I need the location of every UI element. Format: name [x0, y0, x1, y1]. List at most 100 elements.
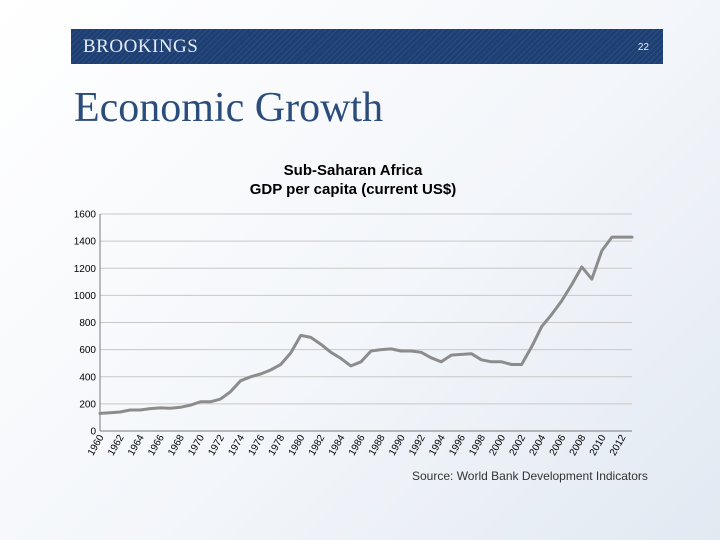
data-point — [480, 358, 483, 361]
x-tick-label: 2006 — [548, 433, 569, 458]
x-tick-label: 1986 — [347, 433, 368, 458]
data-point — [570, 283, 573, 286]
data-point — [309, 336, 312, 339]
x-tick-label: 1978 — [267, 433, 288, 458]
data-point — [159, 407, 162, 409]
data-point — [249, 375, 252, 378]
data-point — [229, 390, 232, 393]
data-point — [390, 348, 392, 350]
y-tick-label: 1600 — [74, 210, 97, 221]
data-point — [259, 373, 262, 375]
source-note: Source: World Bank Development Indicator… — [412, 469, 648, 483]
data-point — [520, 363, 523, 366]
x-tick-label: 1984 — [327, 433, 348, 458]
data-point — [490, 361, 493, 363]
data-point — [560, 300, 563, 302]
data-point — [179, 406, 182, 409]
chart-title: Sub-Saharan Africa — [283, 162, 423, 179]
data-point — [219, 398, 222, 400]
data-point — [299, 334, 302, 337]
data-point — [621, 236, 623, 238]
x-tick-label: 1980 — [287, 433, 308, 458]
data-point — [510, 363, 513, 366]
y-tick-label: 1000 — [74, 291, 97, 302]
y-tick-label: 600 — [79, 345, 96, 356]
data-point — [360, 361, 362, 363]
x-tick-label: 1966 — [146, 433, 167, 458]
x-tick-label: 2010 — [588, 433, 609, 458]
x-tick-label: 2000 — [487, 433, 508, 458]
y-tick-label: 200 — [79, 399, 96, 410]
data-point — [591, 278, 593, 280]
data-point — [289, 352, 292, 354]
data-point — [279, 363, 282, 366]
data-point — [239, 380, 242, 382]
data-point — [119, 411, 121, 413]
data-point — [350, 365, 352, 367]
data-point — [430, 356, 433, 359]
data-point — [631, 236, 633, 238]
data-point — [99, 412, 101, 415]
data-point — [450, 354, 453, 356]
x-tick-label: 1964 — [126, 433, 147, 458]
data-point — [149, 407, 151, 410]
data-point — [370, 350, 372, 352]
x-tick-label: 1998 — [467, 433, 488, 458]
brand-logo: BROOKINGS — [83, 36, 199, 57]
y-tick-label: 1200 — [74, 264, 97, 275]
data-point — [129, 409, 131, 411]
data-point — [440, 361, 443, 363]
page-title: Economic Growth — [74, 85, 384, 131]
chart-title-block: Sub-Saharan Africa GDP per capita (curre… — [203, 161, 503, 199]
x-tick-label: 1962 — [106, 433, 127, 458]
data-point — [330, 351, 332, 354]
x-tick-label: 1982 — [307, 433, 328, 458]
x-tick-label: 1992 — [407, 433, 428, 458]
data-point — [320, 343, 322, 346]
series-line — [98, 235, 634, 415]
data-point — [550, 313, 553, 316]
data-point — [189, 404, 192, 407]
data-point — [169, 407, 172, 410]
x-tick-label: 1970 — [186, 433, 207, 458]
x-tick-label: 1960 — [86, 433, 107, 458]
data-point — [269, 369, 272, 371]
y-tick-label: 400 — [79, 372, 96, 383]
x-tick-label: 1972 — [206, 433, 227, 458]
x-tick-label: 1976 — [247, 433, 268, 458]
data-point — [209, 401, 212, 403]
data-point — [380, 348, 382, 351]
chart-subtitle: GDP per capita (current US$) — [249, 181, 457, 198]
data-point — [420, 351, 423, 354]
data-point — [139, 409, 141, 411]
x-tick-label: 2012 — [608, 433, 629, 458]
data-point — [601, 249, 603, 252]
x-tick-label: 1994 — [427, 433, 448, 458]
y-tick-label: 1400 — [74, 237, 97, 248]
data-point — [581, 266, 583, 268]
slide-number: 22 — [637, 42, 649, 53]
data-point — [470, 352, 473, 355]
y-tick-label: 800 — [79, 318, 96, 329]
x-tick-label: 1974 — [226, 433, 247, 458]
x-tick-label: 1996 — [447, 433, 468, 458]
data-point — [410, 350, 412, 352]
data-point — [460, 353, 463, 356]
data-point — [109, 411, 111, 414]
data-point — [530, 346, 533, 348]
data-point — [540, 325, 543, 328]
data-point — [500, 361, 503, 363]
x-tick-label: 1990 — [387, 433, 408, 458]
y-tick-label: 0 — [90, 427, 96, 438]
x-tick-label: 2002 — [508, 433, 529, 458]
x-tick-label: 1968 — [166, 433, 187, 458]
data-point — [340, 357, 342, 360]
data-point — [199, 401, 202, 403]
x-tick-label: 2004 — [528, 433, 549, 458]
x-tick-label: 2008 — [568, 433, 589, 458]
data-point — [611, 236, 613, 238]
x-tick-label: 1988 — [367, 433, 388, 458]
header-bar: BROOKINGS 22 — [71, 29, 663, 64]
data-point — [400, 350, 402, 352]
